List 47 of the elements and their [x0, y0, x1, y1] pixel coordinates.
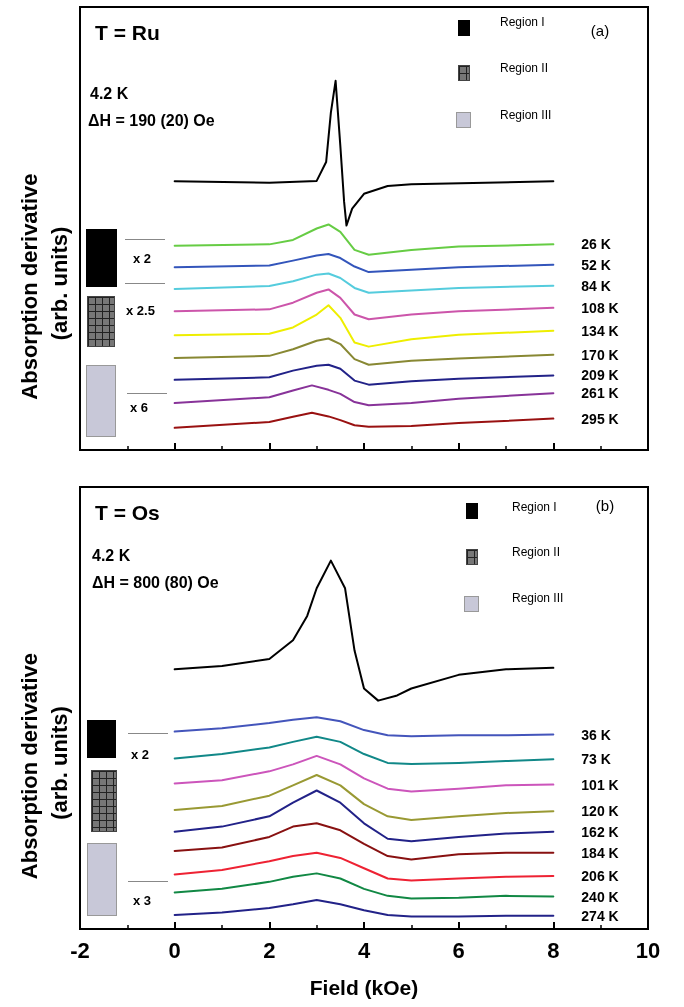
x-axis-title: Field (kOe) — [309, 976, 419, 999]
series-label: 26 K — [581, 236, 611, 253]
series-label: 134 K — [581, 322, 619, 339]
text: (a) — [590, 21, 610, 39]
x-tick-label: 0 — [168, 937, 181, 963]
series-label: 209 K — [581, 367, 619, 384]
chart-title: T = Ru — [95, 21, 160, 44]
annotation: ΔH = 800 (80) Oe — [92, 573, 219, 591]
series-label: 84 K — [581, 277, 611, 294]
series-label: 274 K — [581, 907, 619, 924]
series-label: 52 K — [581, 256, 611, 273]
y-axis-title: Absorption derivative (arb. units) — [16, 646, 72, 880]
text: Region II — [500, 61, 549, 75]
series-label: 184 K — [581, 844, 619, 861]
x-tick-label: 4 — [357, 937, 371, 963]
x-tick-label: -2 — [70, 937, 90, 963]
annotation: x 2 — [131, 746, 150, 762]
series-label: 101 K — [581, 776, 619, 793]
x-tick-label: 6 — [452, 937, 465, 963]
x-tick-label: 2 — [263, 937, 276, 963]
series-label: 261 K — [581, 385, 619, 402]
text: Region II — [512, 545, 561, 559]
series-label: 108 K — [581, 299, 619, 316]
annotation: 4.2 K — [90, 84, 129, 102]
annotation: x 2.5 — [126, 302, 155, 318]
series-label: 36 K — [581, 726, 611, 743]
annotation: Region III — [512, 591, 564, 605]
series-label: 240 K — [581, 888, 619, 905]
y-axis-title: Absorption derivative (arb. units) — [16, 167, 72, 400]
text: (b) — [595, 496, 615, 514]
annotation: x 6 — [130, 399, 149, 415]
series-label: 120 K — [581, 803, 619, 820]
x-tick-label: 8 — [547, 937, 560, 963]
series-label: 73 K — [581, 751, 611, 768]
series-label: 295 K — [581, 410, 619, 427]
annotation: ΔH = 190 (20) Oe — [88, 111, 215, 129]
text: Region I — [512, 500, 557, 514]
annotation: 4.2 K — [92, 546, 131, 564]
chart-title: T = Os — [95, 501, 160, 524]
annotation: x 2 — [133, 250, 152, 266]
text: Region I — [500, 15, 545, 29]
annotation: Region III — [500, 108, 552, 122]
series-label: 206 K — [581, 867, 619, 884]
series-label: 162 K — [581, 823, 619, 840]
x-tick-label: 10 — [635, 937, 661, 963]
series-label: 170 K — [581, 346, 619, 363]
annotation: x 3 — [133, 892, 152, 908]
